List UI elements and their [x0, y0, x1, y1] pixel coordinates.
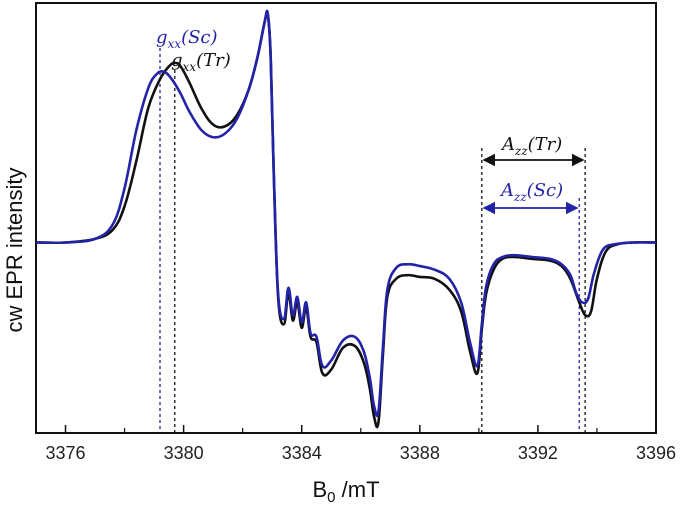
azz-sc-label: Azz(Sc) [499, 180, 563, 204]
gxx-sc-label: gxx(Sc) [156, 27, 218, 51]
x-tick-label: 3388 [400, 443, 440, 463]
x-tick-label: 3392 [518, 443, 558, 463]
x-tick-label: 3380 [164, 443, 204, 463]
x-tick-label: 3396 [636, 443, 676, 463]
gxx-tr-label: gxx(Tr) [171, 50, 231, 74]
x-axis-title: B0 /mT [312, 477, 379, 506]
azz-tr-label: Azz(Tr) [500, 134, 562, 158]
y-axis-title: cw EPR intensity [2, 167, 27, 332]
x-tick-label: 3384 [282, 443, 322, 463]
x-tick-label: 3376 [46, 443, 86, 463]
series-line-tr [35, 9, 657, 429]
series-line-sc [35, 9, 657, 418]
plot-frame [35, 2, 657, 434]
